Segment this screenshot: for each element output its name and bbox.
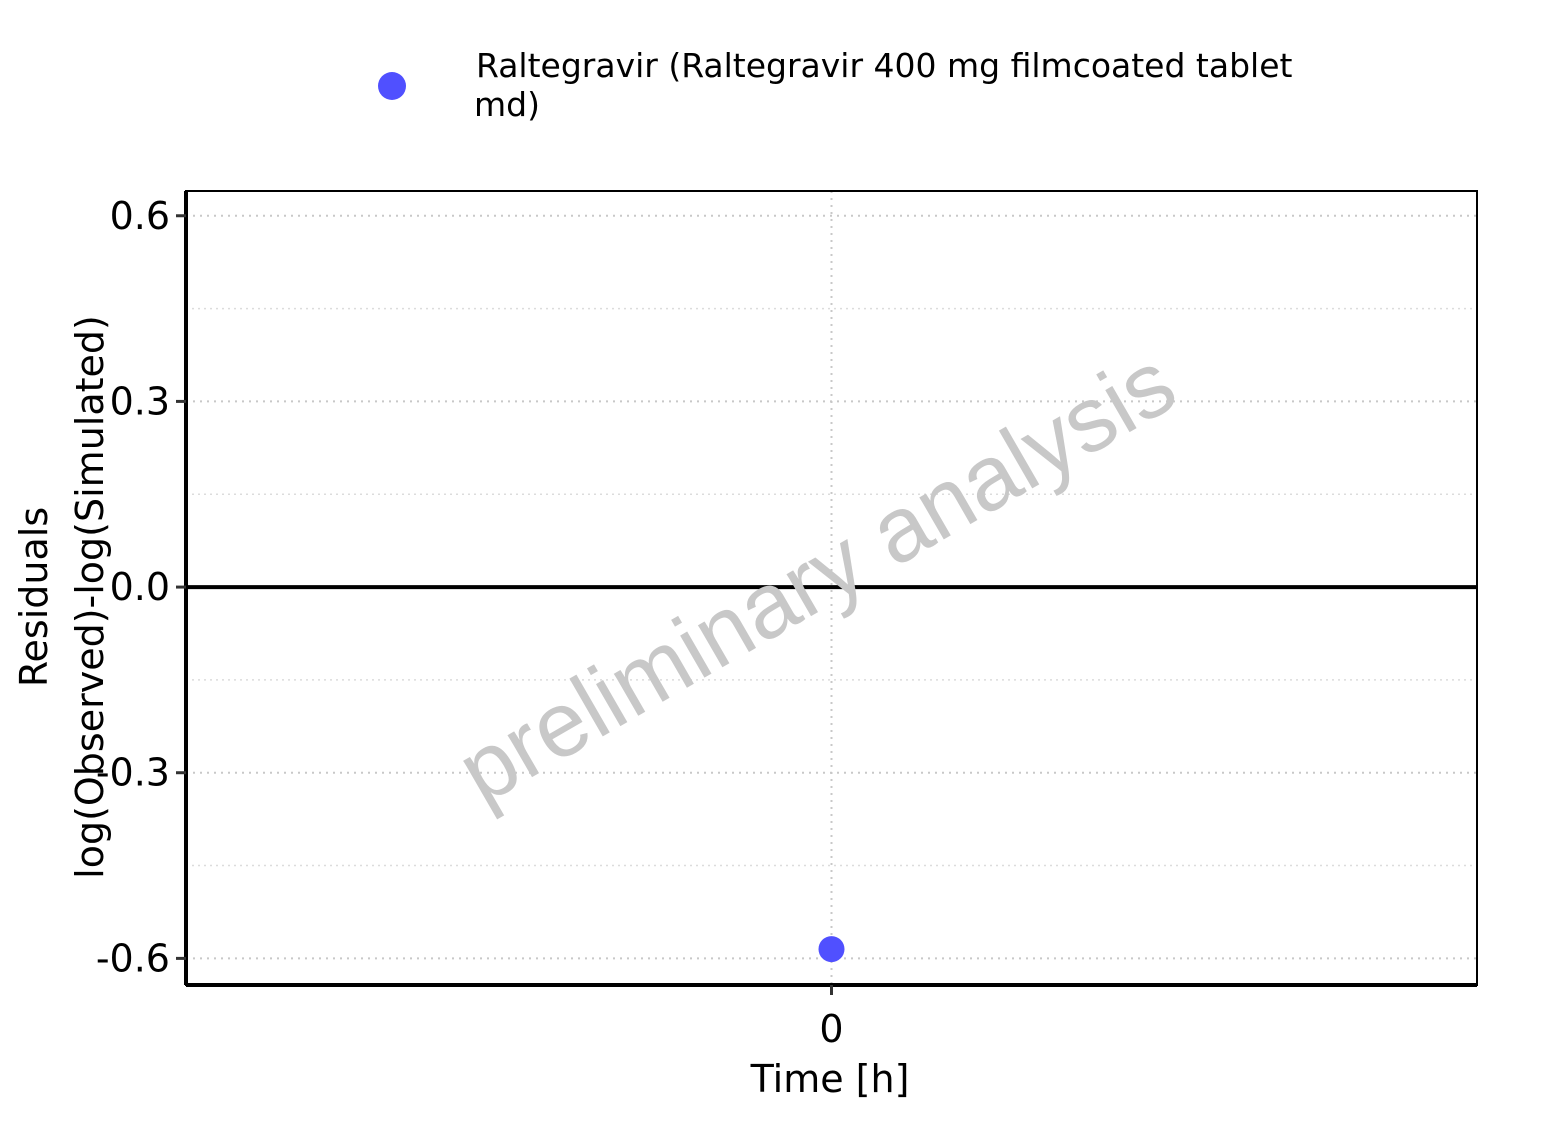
x-axis-ticks: 0 — [819, 985, 844, 1051]
y-tick-label: -0.6 — [96, 936, 170, 980]
y-axis-ticks: -0.6 -0.3 0.0 0.3 0.6 — [96, 194, 186, 980]
legend-label-line-2: md) — [474, 85, 540, 124]
x-axis-title: Time [h] — [750, 1057, 910, 1101]
data-point — [818, 936, 845, 963]
y-axis-title: Residuals log(Observed)-log(Simulated) — [12, 315, 112, 879]
x-tick-label: 0 — [819, 1007, 843, 1051]
y-axis-title-line-1: Residuals — [12, 507, 56, 687]
legend: Raltegravir (Raltegravir 400 mg filmcoat… — [378, 46, 1293, 124]
watermark: preliminary analysis — [441, 331, 1192, 823]
y-axis-title-line-2: log(Observed)-log(Simulated) — [68, 315, 112, 879]
y-tick-label: -0.3 — [96, 751, 170, 795]
y-tick-label: 0.0 — [110, 565, 170, 609]
data-points — [818, 936, 845, 963]
y-tick-label: 0.3 — [110, 379, 170, 423]
y-tick-label: 0.6 — [110, 194, 170, 238]
legend-marker — [378, 72, 406, 100]
legend-label-line-1: Raltegravir (Raltegravir 400 mg filmcoat… — [476, 46, 1293, 85]
